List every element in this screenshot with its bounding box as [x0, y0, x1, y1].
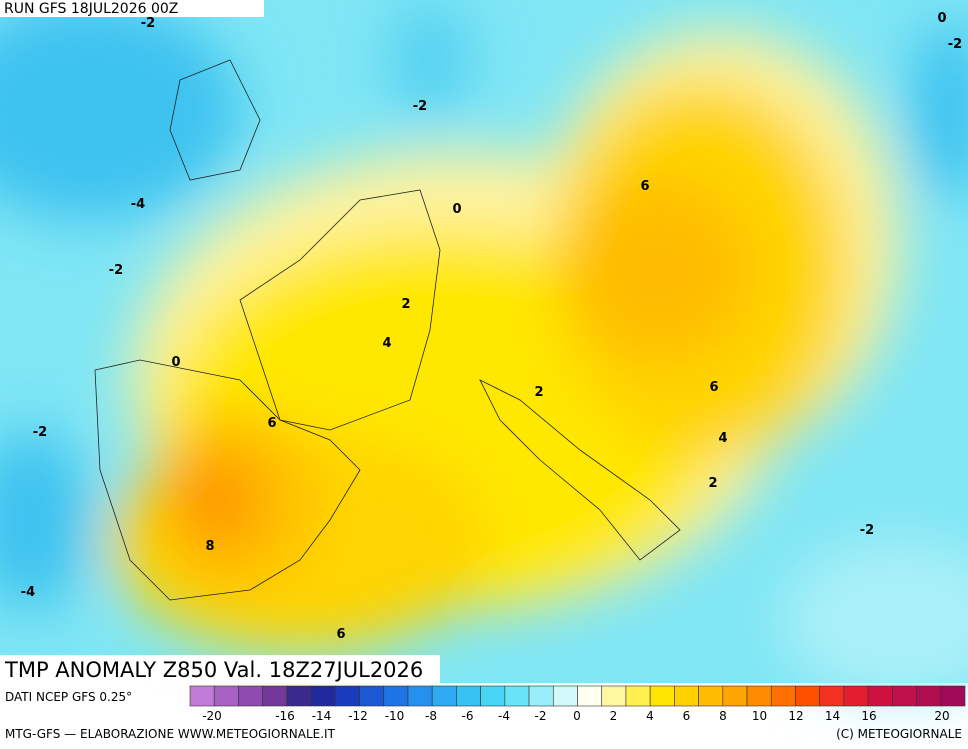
contour-label: -2 [860, 523, 874, 538]
contour-label: 0 [171, 355, 180, 370]
contour-label: 2 [708, 476, 717, 491]
legend-swatch [383, 685, 409, 707]
legend-swatch [601, 685, 627, 707]
legend-label: 10 [752, 709, 767, 723]
legend-label: -14 [312, 709, 332, 723]
legend-swatch [407, 685, 433, 707]
contour-label: 0 [452, 202, 461, 217]
legend-swatch [286, 685, 312, 707]
contour-label: 6 [709, 380, 718, 395]
legend-swatch [552, 685, 578, 707]
legend-swatch [940, 685, 966, 707]
legend-swatch [746, 685, 772, 707]
contour-label: -2 [33, 425, 47, 440]
legend-swatch [649, 685, 675, 707]
legend-label: 16 [861, 709, 876, 723]
legend-label: 8 [719, 709, 727, 723]
legend-swatch [238, 685, 263, 707]
legend-label: -10 [385, 709, 405, 723]
legend-swatch [916, 685, 942, 707]
map [0, 0, 968, 700]
legend-swatch [795, 685, 820, 707]
legend-swatch [625, 685, 651, 707]
contour-label: 2 [534, 385, 543, 400]
source-label: DATI NCEP GFS 0.25° [5, 690, 132, 704]
contour-label: 6 [336, 627, 345, 642]
contour-label: -2 [413, 99, 427, 114]
legend-label: 14 [825, 709, 840, 723]
contour-label: 8 [205, 539, 214, 554]
legend-label: 0 [573, 709, 581, 723]
legend-swatch [189, 685, 215, 707]
contour-label: -4 [131, 197, 145, 212]
contour-label: -4 [21, 585, 35, 600]
legend-label: 12 [788, 709, 803, 723]
legend-swatch [262, 685, 288, 707]
legend-label: -8 [425, 709, 437, 723]
legend-label: -2 [535, 709, 547, 723]
legend-label: -6 [462, 709, 474, 723]
map-title: TMP ANOMALY Z850 Val. 18Z27JUL2026 [4, 658, 423, 682]
legend-swatch [674, 685, 699, 707]
contour-label: 6 [267, 416, 276, 431]
legend-swatch [577, 685, 603, 707]
color-legend: -20 -16 -14 -12 -10 -8 -6 -4 -2 0 2 4 6 8 10 12 14 16 20 [189, 685, 966, 723]
contour-label: -2 [141, 16, 155, 31]
legend-swatch [528, 685, 554, 707]
legend-swatch [310, 685, 336, 707]
legend-label: 4 [646, 709, 654, 723]
legend-swatch [843, 685, 869, 707]
legend-swatch [359, 685, 385, 707]
legend-swatch [456, 685, 481, 707]
legend-swatch [892, 685, 917, 707]
legend-label: 2 [610, 709, 618, 723]
legend-swatch [770, 685, 796, 707]
legend-swatch [480, 685, 506, 707]
legend-swatch [698, 685, 724, 707]
legend-swatch [504, 685, 530, 707]
legend-label: 6 [683, 709, 691, 723]
legend-swatch [213, 685, 239, 707]
legend-swatch [431, 685, 457, 707]
legend-label: -4 [498, 709, 510, 723]
legend-swatch [819, 685, 845, 707]
contour-label: 4 [382, 336, 391, 351]
legend-label: -12 [348, 709, 368, 723]
coastlines [94, 59, 681, 601]
legend-swatch [335, 685, 360, 707]
legend-label: -20 [202, 709, 222, 723]
title-box [0, 655, 440, 683]
header-box [0, 0, 264, 17]
contour-label: 6 [640, 179, 649, 194]
legend-label: 20 [934, 709, 949, 723]
contour-label: -2 [109, 263, 123, 278]
run-label: RUN GFS 18JUL2026 00Z [4, 1, 178, 17]
legend-label: -16 [275, 709, 295, 723]
legend-swatch [722, 685, 748, 707]
contour-label: -2 [948, 37, 962, 52]
contour-label: 2 [401, 297, 410, 312]
legend-swatch [867, 685, 893, 707]
contour-label: 4 [718, 431, 727, 446]
footer-left: MTG-GFS — ELABORAZIONE WWW.METEOGIORNALE… [5, 727, 336, 741]
contour-label: 0 [937, 11, 946, 26]
footer-right: (C) METEOGIORNALE [836, 727, 962, 741]
